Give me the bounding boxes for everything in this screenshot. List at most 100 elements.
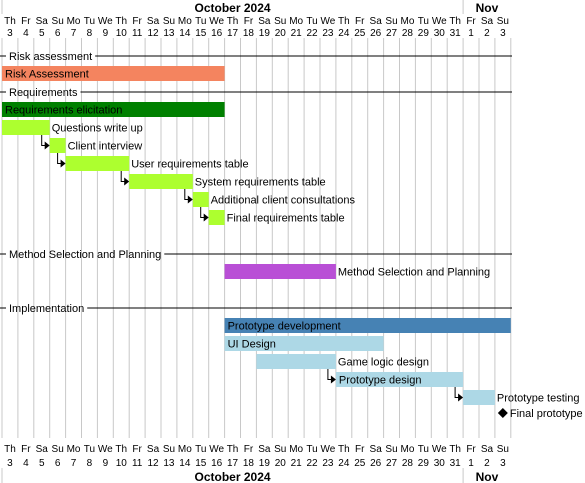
day-number-label-bottom: 24	[338, 458, 350, 469]
day-of-week-label-bottom: Th	[4, 444, 16, 455]
day-of-week-label-top: Mo	[289, 16, 303, 27]
day-of-week-label-bottom: Su	[385, 444, 397, 455]
task-bar	[65, 156, 130, 171]
task-label: Game logic design	[338, 357, 429, 369]
day-of-week-label-bottom: Mo	[289, 444, 303, 455]
task-bar	[2, 102, 225, 117]
task-bar	[129, 174, 193, 189]
day-number-label-top: 24	[338, 28, 350, 39]
day-number-label-top: 8	[87, 28, 93, 39]
section-separator-label: Requirements	[9, 87, 78, 99]
day-of-week-label-top: Sa	[147, 16, 160, 27]
day-of-week-label-top: Th	[115, 16, 127, 27]
task-label: Prototype design	[339, 375, 422, 387]
month-label-top: Nov	[476, 1, 499, 15]
day-number-label-top: 1	[468, 28, 474, 39]
day-number-label-top: 3	[7, 28, 13, 39]
day-of-week-label-top: Su	[163, 16, 175, 27]
day-number-label-bottom: 25	[354, 458, 366, 469]
day-of-week-label-top: Th	[449, 16, 461, 27]
day-of-week-label-top: Tu	[84, 16, 95, 27]
dependency-arrowhead	[187, 195, 193, 204]
task-label: System requirements table	[195, 177, 326, 189]
day-of-week-label-top: Th	[227, 16, 239, 27]
day-number-label-bottom: 17	[227, 458, 239, 469]
day-number-label-bottom: 29	[418, 458, 430, 469]
day-of-week-label-bottom: Tu	[195, 444, 206, 455]
month-label-bottom: October 2024	[195, 470, 271, 483]
day-number-label-top: 4	[23, 28, 29, 39]
dependency-arrowhead	[458, 393, 464, 402]
day-of-week-label-bottom: We	[209, 444, 224, 455]
day-number-label-bottom: 11	[132, 458, 143, 469]
task-label: Method Selection and Planning	[338, 267, 490, 279]
day-number-label-bottom: 16	[211, 458, 223, 469]
task-label: Requirements elicitation	[5, 105, 122, 117]
day-number-label-top: 28	[402, 28, 414, 39]
task-bar	[335, 372, 464, 387]
day-of-week-label-bottom: Su	[163, 444, 175, 455]
month-label-bottom: Nov	[476, 470, 499, 483]
day-number-label-top: 18	[243, 28, 255, 39]
day-of-week-label-bottom: Sa	[370, 444, 383, 455]
day-of-week-label-bottom: Tu	[84, 444, 95, 455]
day-number-label-top: 19	[259, 28, 271, 39]
day-number-label-top: 20	[275, 28, 287, 39]
day-of-week-label-top: We	[432, 16, 447, 27]
day-of-week-label-bottom: Fr	[355, 444, 365, 455]
day-of-week-label-top: Fr	[21, 16, 31, 27]
task-label: Client interview	[68, 141, 143, 153]
day-of-week-label-top: We	[209, 16, 224, 27]
day-number-label-bottom: 9	[103, 458, 109, 469]
day-of-week-label-top: Mo	[67, 16, 81, 27]
section-separator-label: Implementation	[9, 303, 84, 315]
day-of-week-label-bottom: We	[432, 444, 447, 455]
task-label: UI Design	[228, 339, 276, 351]
dependency-arrowhead	[44, 141, 50, 150]
task-bar	[256, 354, 336, 369]
day-of-week-label-bottom: Th	[338, 444, 350, 455]
day-of-week-label-bottom: Th	[115, 444, 127, 455]
day-of-week-label-bottom: Fr	[132, 444, 142, 455]
day-number-label-bottom: 3	[500, 458, 506, 469]
task-label: Additional client consultations	[211, 195, 356, 207]
day-number-label-top: 17	[227, 28, 239, 39]
day-number-label-top: 22	[306, 28, 318, 39]
day-of-week-label-bottom: Mo	[67, 444, 81, 455]
day-of-week-label-top: Fr	[466, 16, 476, 27]
day-of-week-label-top: Sa	[370, 16, 383, 27]
day-of-week-label-bottom: Sa	[147, 444, 160, 455]
day-number-label-bottom: 10	[116, 458, 128, 469]
day-number-label-bottom: 31	[450, 458, 462, 469]
day-number-label-bottom: 1	[468, 458, 474, 469]
dependency-arrowhead	[124, 177, 130, 186]
day-of-week-label-bottom: Tu	[306, 444, 317, 455]
day-number-label-bottom: 28	[402, 458, 414, 469]
day-of-week-label-bottom: Su	[52, 444, 64, 455]
day-number-label-top: 14	[179, 28, 191, 39]
dependency-arrowhead	[60, 159, 66, 168]
day-of-week-label-bottom: Su	[274, 444, 286, 455]
day-number-label-bottom: 8	[87, 458, 93, 469]
day-of-week-label-bottom: Sa	[258, 444, 271, 455]
day-number-label-top: 6	[55, 28, 61, 39]
task-bar	[2, 120, 50, 135]
day-of-week-label-top: Tu	[418, 16, 429, 27]
day-of-week-label-top: Su	[497, 16, 509, 27]
task-bar	[224, 264, 336, 279]
day-number-label-bottom: 4	[23, 458, 29, 469]
day-of-week-label-bottom: We	[98, 444, 113, 455]
day-number-label-top: 31	[450, 28, 462, 39]
day-number-label-bottom: 23	[322, 458, 334, 469]
task-bar	[192, 192, 209, 207]
day-number-label-bottom: 14	[179, 458, 191, 469]
day-number-label-top: 9	[103, 28, 109, 39]
dependency-arrowhead	[203, 213, 209, 222]
day-number-label-top: 13	[163, 28, 175, 39]
day-number-label-bottom: 21	[291, 458, 303, 469]
task-bar	[463, 390, 495, 405]
day-of-week-label-top: Mo	[400, 16, 414, 27]
day-number-label-top: 16	[211, 28, 223, 39]
day-number-label-bottom: 6	[55, 458, 61, 469]
